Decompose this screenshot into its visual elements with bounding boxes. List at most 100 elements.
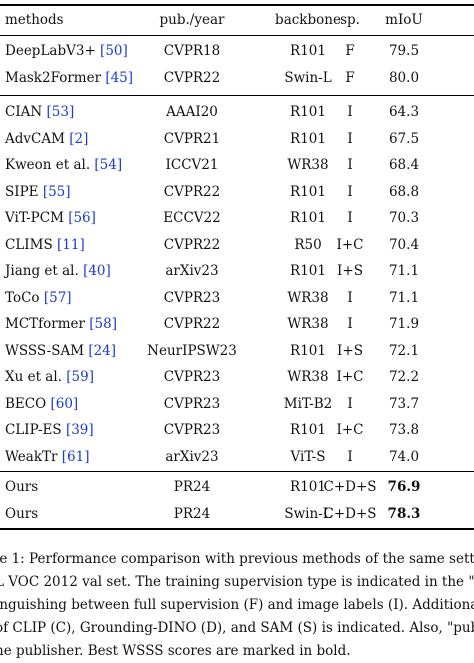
table-row: BECO [60] CVPR23 MiT-B2 I 73.7	[0, 391, 474, 417]
method-name: CIAN	[5, 104, 43, 120]
sp-cell: I	[347, 395, 353, 412]
citation-link[interactable]: [24]	[88, 342, 117, 359]
backbone-cell: Swin-L	[284, 69, 332, 86]
sp-cell: I+C	[336, 422, 364, 438]
citation-link[interactable]: [59]	[66, 369, 94, 385]
miou-cell: 68.8	[388, 183, 420, 200]
method-name: Ours	[5, 505, 39, 522]
sp-cell: I	[347, 157, 353, 173]
method-cell: Ours	[5, 474, 38, 500]
header-miou: mIoU	[385, 12, 423, 28]
pub-cell: PR24	[173, 505, 211, 522]
miou-cell: 64.3	[388, 104, 420, 120]
method-name: BECO	[5, 395, 47, 412]
pub-cell: CVPR18	[163, 43, 221, 59]
method-cell: Ours	[5, 501, 38, 527]
method-cell: Jiang et al. [40]	[5, 258, 111, 284]
citation-link[interactable]: [2]	[69, 130, 89, 147]
citation-link[interactable]: [61]	[61, 448, 90, 465]
miou-cell: 79.5	[388, 43, 420, 59]
citation-link[interactable]: [40]	[83, 263, 111, 279]
citation-link[interactable]: [57]	[43, 289, 72, 306]
pub-cell: CVPR22	[163, 69, 221, 86]
method-name: CLIP-ES	[5, 422, 62, 438]
table-row: DeepLabV3+ [50] CVPR18 R101 F 79.5	[0, 38, 474, 64]
method-name: WSSS-SAM	[5, 342, 85, 359]
sp-cell: F	[345, 69, 355, 86]
citation-link[interactable]: [54]	[94, 157, 123, 173]
bottom-rule	[0, 528, 474, 530]
table-row: AdvCAM [2] CVPR21 R101 I 67.5	[0, 126, 474, 152]
citation-link[interactable]: [45]	[105, 69, 134, 86]
miou-cell: 73.7	[388, 395, 420, 412]
method-name: Xu et al.	[5, 369, 62, 385]
sp-cell: I	[347, 104, 353, 120]
caption-line: le 1: Performance comparison with previo…	[0, 551, 474, 567]
backbone-cell: R101	[290, 104, 326, 120]
citation-link[interactable]: [11]	[57, 236, 85, 253]
method-name: Mask2Former	[5, 69, 102, 86]
backbone-cell: WR38	[287, 316, 329, 332]
table-row: ToCo [57] CVPR23 WR38 I 71.1	[0, 285, 474, 311]
method-cell: WeakTr [61]	[5, 444, 89, 470]
header-pub: pub./year	[159, 12, 225, 28]
method-cell: CLIP-ES [39]	[5, 417, 94, 443]
miou-cell: 71.1	[388, 263, 420, 279]
citation-link[interactable]: [53]	[46, 104, 75, 120]
miou-cell: 70.4	[388, 236, 420, 253]
sp-cell: I	[347, 183, 353, 200]
backbone-cell: R101	[290, 43, 326, 59]
sp-cell: I+C	[336, 369, 364, 385]
backbone-cell: WR38	[287, 289, 329, 306]
pub-cell: CVPR23	[163, 422, 221, 438]
method-cell: Mask2Former [45]	[5, 65, 133, 91]
citation-link[interactable]: [50]	[100, 43, 128, 59]
caption-line: of CLIP (C), Grounding-DINO (D), and SAM…	[0, 620, 474, 636]
header-rule	[0, 35, 474, 36]
pub-cell: CVPR22	[163, 236, 221, 253]
group1-rule	[0, 95, 474, 96]
sp-cell: I+S	[337, 263, 363, 279]
miou-cell: 70.3	[388, 210, 420, 226]
method-name: SIPE	[5, 183, 39, 200]
pub-cell: AAAI20	[166, 104, 218, 120]
method-cell: SIPE [55]	[5, 179, 71, 205]
citation-link[interactable]: [60]	[50, 395, 79, 412]
pub-cell: NeurIPSW23	[147, 342, 237, 359]
sp-cell: C+D+S	[323, 505, 377, 522]
method-name: ToCo	[5, 289, 40, 306]
method-cell: CLIMS [11]	[5, 232, 85, 258]
citation-link[interactable]: [56]	[68, 210, 96, 226]
citation-link[interactable]: [39]	[65, 422, 94, 438]
method-name: AdvCAM	[5, 130, 65, 147]
table-row: Ours PR24 Swin-L C+D+S 78.3	[0, 501, 474, 527]
citation-link[interactable]: [55]	[42, 183, 71, 200]
pub-cell: ECCV22	[163, 210, 221, 226]
backbone-cell: R101	[290, 130, 326, 147]
method-name: Ours	[5, 479, 39, 495]
table-row: Xu et al. [59] CVPR23 WR38 I+C 72.2	[0, 364, 474, 390]
header-row: methods pub./year backbone sp. mIoU	[0, 7, 474, 33]
sp-cell: F	[345, 43, 355, 59]
caption-line: L VOC 2012 val set. The training supervi…	[0, 574, 474, 590]
sp-cell: C+D+S	[323, 479, 377, 495]
table-row: MCTformer [58] CVPR22 WR38 I 71.9	[0, 311, 474, 337]
sp-cell: I	[347, 210, 353, 226]
backbone-cell: ViT-S	[290, 448, 326, 465]
backbone-cell: R50	[294, 236, 322, 253]
header-methods: methods	[5, 12, 64, 28]
sp-cell: I	[347, 130, 353, 147]
caption-line: he publisher. Best WSSS scores are marke…	[0, 643, 351, 659]
sp-cell: I	[347, 316, 353, 332]
pub-cell: CVPR22	[163, 316, 221, 332]
table-row: SIPE [55] CVPR22 R101 I 68.8	[0, 179, 474, 205]
method-cell: ToCo [57]	[5, 285, 72, 311]
citation-link[interactable]: [58]	[89, 316, 117, 332]
backbone-cell: R101	[290, 479, 326, 495]
sp-cell: I+C	[336, 236, 364, 253]
sp-cell: I+S	[337, 342, 363, 359]
miou-cell: 72.2	[388, 369, 420, 385]
pub-cell: ICCV21	[165, 157, 219, 173]
table-row: CIAN [53] AAAI20 R101 I 64.3	[0, 99, 474, 125]
pub-cell: arXiv23	[165, 263, 219, 279]
